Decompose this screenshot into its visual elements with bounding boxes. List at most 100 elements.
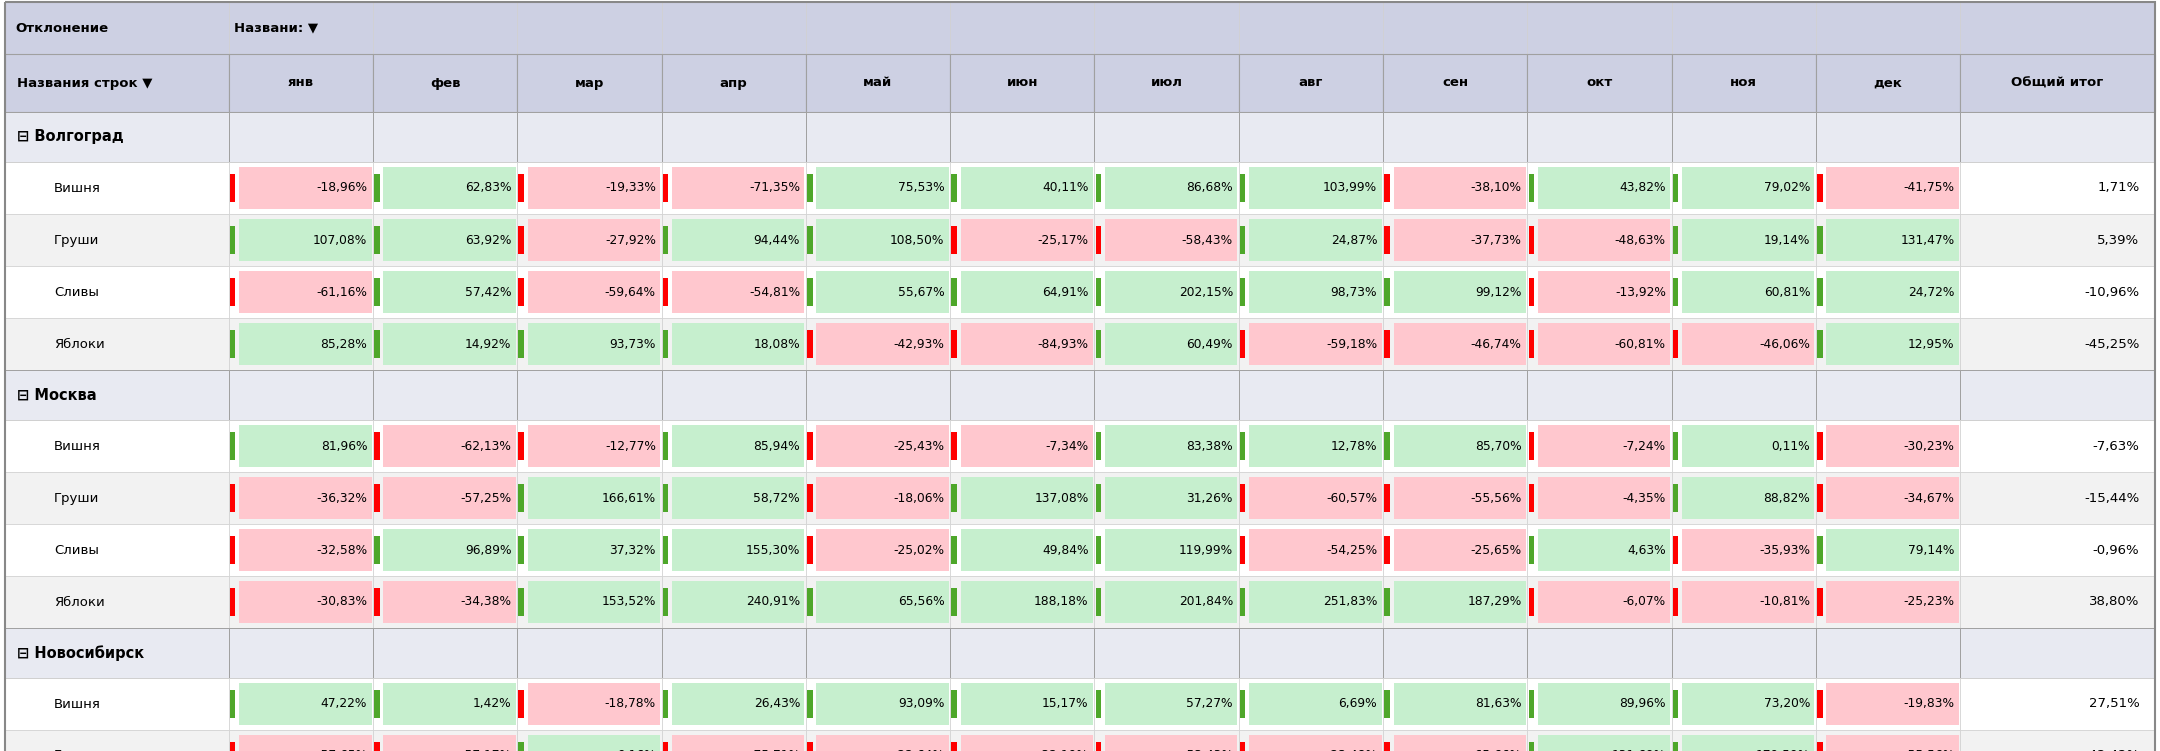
Bar [661, 266, 806, 318]
Bar [1529, 432, 1534, 460]
Bar [661, 2, 806, 54]
Bar [240, 529, 372, 571]
Bar [1672, 2, 1817, 54]
Bar [1672, 576, 1817, 628]
Bar [1238, 2, 1382, 54]
Bar [1382, 318, 1527, 370]
Bar [1527, 420, 1672, 472]
Bar [1817, 330, 1823, 358]
Bar [384, 735, 516, 751]
Bar [229, 535, 235, 564]
Bar [950, 432, 957, 460]
Bar [1529, 278, 1534, 306]
Bar [1961, 472, 2156, 524]
Text: 188,18%: 188,18% [1035, 596, 1089, 608]
Bar [806, 420, 950, 472]
Bar [1538, 425, 1670, 467]
Text: 81,96%: 81,96% [320, 439, 367, 453]
Bar [1248, 323, 1382, 365]
Text: 24,87%: 24,87% [1331, 234, 1378, 246]
Bar [672, 477, 804, 519]
Bar [808, 742, 812, 751]
Bar [518, 742, 525, 751]
Bar [1827, 219, 1959, 261]
Bar [1538, 219, 1670, 261]
Bar [1961, 628, 2156, 678]
Text: -25,65%: -25,65% [1471, 544, 1521, 556]
Bar [1238, 266, 1382, 318]
Bar [808, 432, 812, 460]
Text: -45,25%: -45,25% [2084, 337, 2138, 351]
Text: 119,99%: 119,99% [1179, 544, 1233, 556]
Bar [950, 54, 1095, 112]
Bar [1382, 576, 1527, 628]
Bar [1238, 524, 1382, 576]
Bar [950, 742, 957, 751]
Bar [1240, 173, 1246, 202]
Bar [1240, 535, 1246, 564]
Bar [661, 112, 806, 162]
Bar [1527, 576, 1672, 628]
Text: 19,14%: 19,14% [1765, 234, 1810, 246]
Text: июн: июн [1007, 77, 1039, 89]
Text: 108,50%: 108,50% [890, 234, 944, 246]
Bar [1240, 588, 1246, 617]
Bar [1817, 742, 1823, 751]
Bar [1106, 425, 1238, 467]
Bar [816, 167, 948, 209]
Text: -62,13%: -62,13% [460, 439, 512, 453]
Text: 65,56%: 65,56% [899, 596, 944, 608]
Bar [516, 524, 661, 576]
Bar [1240, 742, 1246, 751]
Bar [663, 689, 667, 718]
Bar [229, 370, 374, 420]
Bar [1248, 167, 1382, 209]
Bar [1095, 678, 1238, 730]
Bar [1672, 162, 1817, 214]
Bar [240, 581, 372, 623]
Text: Груши: Груши [54, 491, 99, 505]
Bar [1529, 330, 1534, 358]
Text: 99,12%: 99,12% [1475, 285, 1521, 298]
Bar [527, 271, 661, 313]
Text: 49,84%: 49,84% [1041, 544, 1089, 556]
Text: Сливы: Сливы [54, 285, 99, 298]
Bar [516, 678, 661, 730]
Bar [518, 278, 525, 306]
Text: -55,56%: -55,56% [1471, 491, 1521, 505]
Bar [1527, 678, 1672, 730]
Bar [374, 330, 380, 358]
Bar [1817, 432, 1823, 460]
Bar [516, 370, 661, 420]
Text: 201,84%: 201,84% [1179, 596, 1233, 608]
Bar [1827, 581, 1959, 623]
Bar [1817, 173, 1823, 202]
Bar [229, 484, 235, 512]
Text: 86,68%: 86,68% [1186, 182, 1233, 195]
Text: 88,82%: 88,82% [1763, 491, 1810, 505]
Bar [516, 266, 661, 318]
Bar [1538, 581, 1670, 623]
Text: 37,32%: 37,32% [609, 544, 657, 556]
Bar [1095, 266, 1238, 318]
Bar [816, 219, 948, 261]
Bar [1527, 524, 1672, 576]
Text: -42,93%: -42,93% [894, 337, 944, 351]
Bar [1393, 529, 1525, 571]
Bar [806, 730, 950, 751]
Bar [1527, 266, 1672, 318]
Text: -12,77%: -12,77% [605, 439, 657, 453]
Bar [374, 628, 516, 678]
Bar [1240, 432, 1246, 460]
Bar [1961, 730, 2156, 751]
Bar [1817, 689, 1823, 718]
Bar [229, 689, 235, 718]
Bar [4, 628, 229, 678]
Text: -18,78%: -18,78% [605, 698, 657, 710]
Bar [806, 2, 950, 54]
Text: 98,73%: 98,73% [1331, 285, 1378, 298]
Text: мар: мар [575, 77, 605, 89]
Bar [1827, 529, 1959, 571]
Bar [384, 219, 516, 261]
Text: 73,20%: 73,20% [1765, 698, 1810, 710]
